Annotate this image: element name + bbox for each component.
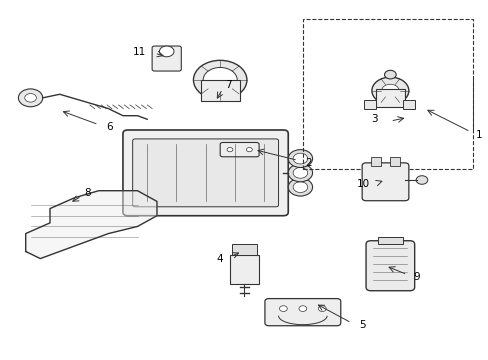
Text: 8: 8 <box>84 188 90 198</box>
Circle shape <box>226 148 232 152</box>
Text: 7: 7 <box>224 80 231 90</box>
Text: 2: 2 <box>305 158 311 168</box>
Bar <box>229 255 259 284</box>
Circle shape <box>415 176 427 184</box>
FancyBboxPatch shape <box>132 139 278 207</box>
Circle shape <box>381 84 398 97</box>
Text: 4: 4 <box>216 254 222 264</box>
FancyBboxPatch shape <box>122 130 287 216</box>
Bar <box>302 19 472 169</box>
Circle shape <box>279 306 287 311</box>
Circle shape <box>25 94 36 102</box>
FancyBboxPatch shape <box>264 298 340 326</box>
Circle shape <box>287 150 312 167</box>
Bar <box>363 100 375 109</box>
Circle shape <box>292 182 307 193</box>
Circle shape <box>287 178 312 196</box>
Circle shape <box>298 306 306 311</box>
Polygon shape <box>26 191 157 258</box>
Circle shape <box>292 153 307 164</box>
Circle shape <box>19 89 42 107</box>
Bar <box>201 80 239 102</box>
FancyBboxPatch shape <box>152 46 181 71</box>
Text: 10: 10 <box>356 179 369 189</box>
Bar <box>377 237 402 244</box>
Circle shape <box>292 167 307 178</box>
FancyBboxPatch shape <box>366 241 414 291</box>
Circle shape <box>384 70 395 79</box>
Circle shape <box>246 148 252 152</box>
Circle shape <box>203 67 237 93</box>
FancyBboxPatch shape <box>362 163 408 201</box>
Text: 5: 5 <box>358 320 365 330</box>
Circle shape <box>318 306 325 311</box>
Text: 9: 9 <box>413 272 420 282</box>
Circle shape <box>287 164 312 182</box>
Bar <box>375 89 404 107</box>
Circle shape <box>159 46 174 57</box>
Bar <box>402 100 414 109</box>
Circle shape <box>193 60 246 100</box>
Text: 6: 6 <box>106 122 112 132</box>
Bar <box>370 157 380 166</box>
Text: 1: 1 <box>474 130 481 140</box>
Text: 11: 11 <box>133 47 146 57</box>
Bar <box>389 157 399 166</box>
Bar <box>232 244 256 255</box>
FancyBboxPatch shape <box>220 143 259 157</box>
Text: 3: 3 <box>371 114 377 124</box>
Circle shape <box>371 77 408 104</box>
